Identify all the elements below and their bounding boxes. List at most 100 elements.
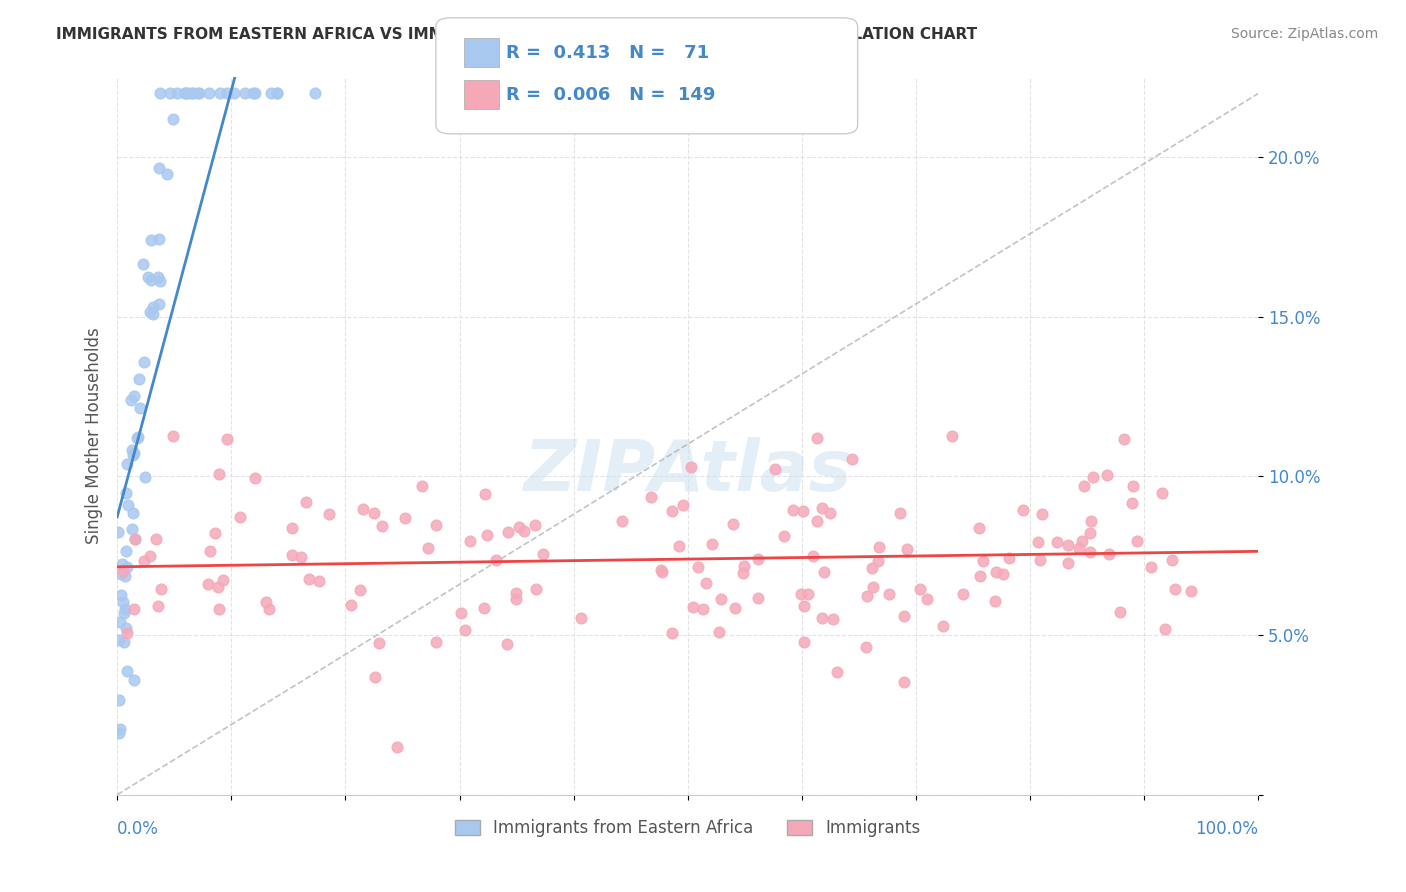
Point — [266, 87, 288, 101]
Point — [149, 87, 172, 101]
Point — [128, 372, 150, 386]
Point — [280, 521, 302, 535]
Point — [198, 87, 221, 101]
Point — [773, 529, 796, 543]
Point — [818, 507, 841, 521]
Point — [243, 471, 266, 485]
Text: IMMIGRANTS FROM EASTERN AFRICA VS IMMIGRANTS SINGLE MOTHER HOUSEHOLDS CORRELATIO: IMMIGRANTS FROM EASTERN AFRICA VS IMMIGR… — [56, 27, 977, 42]
Point — [108, 722, 131, 736]
Point — [747, 591, 769, 605]
Point — [385, 740, 408, 755]
Point — [187, 87, 209, 101]
Point — [450, 606, 472, 620]
Point — [117, 498, 139, 512]
Point — [1154, 622, 1177, 636]
Point — [204, 525, 226, 540]
Point — [855, 640, 877, 654]
Point — [257, 601, 280, 615]
Point — [1150, 485, 1173, 500]
Point — [281, 548, 304, 562]
Text: R =  0.413   N =   71: R = 0.413 N = 71 — [506, 44, 709, 62]
Point — [1078, 545, 1101, 559]
Text: 100.0%: 100.0% — [1195, 820, 1258, 838]
Point — [724, 600, 747, 615]
Point — [458, 533, 481, 548]
Point — [122, 445, 145, 459]
Point — [1046, 534, 1069, 549]
Point — [207, 580, 229, 594]
Point — [792, 504, 814, 518]
Point — [1067, 541, 1090, 555]
Point — [211, 573, 233, 587]
Text: 0.0%: 0.0% — [117, 820, 159, 838]
Point — [197, 577, 219, 591]
Point — [472, 601, 495, 615]
Point — [298, 572, 321, 586]
Point — [318, 507, 340, 521]
Point — [233, 87, 256, 101]
Point — [132, 554, 155, 568]
Point — [340, 599, 363, 613]
Point — [692, 601, 714, 615]
Point — [254, 595, 277, 609]
Point — [121, 522, 143, 536]
Point — [115, 544, 138, 558]
Point — [793, 635, 815, 649]
Point — [139, 273, 162, 287]
Point — [1098, 547, 1121, 561]
Point — [505, 591, 527, 606]
Point — [1073, 479, 1095, 493]
Point — [112, 595, 135, 609]
Point — [1031, 507, 1053, 521]
Point — [868, 554, 890, 568]
Point — [797, 587, 820, 601]
Point — [112, 634, 135, 648]
Point — [150, 582, 173, 596]
Point — [122, 506, 145, 520]
Point — [806, 431, 828, 445]
Point — [148, 161, 170, 175]
Point — [710, 592, 733, 607]
Point — [290, 550, 312, 565]
Point — [723, 517, 745, 532]
Point — [112, 607, 135, 621]
Point — [910, 582, 932, 596]
Point — [763, 462, 786, 476]
Point — [531, 547, 554, 561]
Point — [1180, 584, 1202, 599]
Point — [304, 87, 326, 101]
Point — [127, 429, 149, 443]
Point — [813, 565, 835, 579]
Point — [650, 563, 672, 577]
Point — [610, 514, 633, 528]
Point — [114, 569, 136, 583]
Point — [110, 615, 132, 630]
Point — [222, 87, 245, 101]
Point — [475, 528, 498, 542]
Point — [162, 429, 184, 443]
Point — [128, 401, 150, 415]
Point — [896, 542, 918, 557]
Point — [132, 257, 155, 271]
Point — [425, 635, 447, 649]
Point — [984, 565, 1007, 579]
Point — [707, 624, 730, 639]
Point — [394, 511, 416, 525]
Point — [208, 602, 231, 616]
Point — [1121, 496, 1143, 510]
Point — [363, 506, 385, 520]
Point — [1161, 553, 1184, 567]
Point — [127, 431, 149, 445]
Point — [731, 566, 754, 580]
Point — [806, 514, 828, 528]
Point — [1078, 525, 1101, 540]
Point — [1097, 467, 1119, 482]
Point — [141, 233, 163, 247]
Point — [122, 389, 145, 403]
Point — [352, 501, 374, 516]
Point — [146, 270, 169, 285]
Point — [801, 549, 824, 563]
Point — [1083, 469, 1105, 483]
Point — [485, 553, 508, 567]
Point — [122, 602, 145, 616]
